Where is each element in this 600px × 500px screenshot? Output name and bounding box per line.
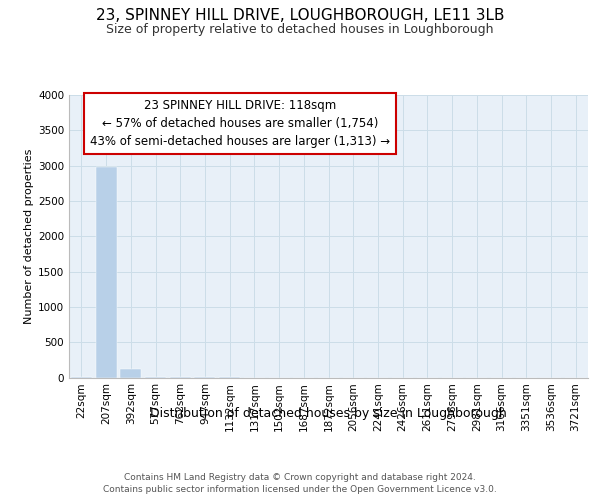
Bar	[95, 167, 116, 378]
Text: Distribution of detached houses by size in Loughborough: Distribution of detached houses by size …	[151, 408, 507, 420]
Bar	[120, 369, 141, 378]
Text: Contains public sector information licensed under the Open Government Licence v3: Contains public sector information licen…	[103, 485, 497, 494]
Text: 23, SPINNEY HILL DRIVE, LOUGHBOROUGH, LE11 3LB: 23, SPINNEY HILL DRIVE, LOUGHBOROUGH, LE…	[96, 8, 504, 22]
Text: Contains HM Land Registry data © Crown copyright and database right 2024.: Contains HM Land Registry data © Crown c…	[124, 472, 476, 482]
Y-axis label: Number of detached properties: Number of detached properties	[24, 148, 34, 324]
Text: Size of property relative to detached houses in Loughborough: Size of property relative to detached ho…	[106, 22, 494, 36]
Text: 23 SPINNEY HILL DRIVE: 118sqm
← 57% of detached houses are smaller (1,754)
43% o: 23 SPINNEY HILL DRIVE: 118sqm ← 57% of d…	[90, 99, 391, 148]
